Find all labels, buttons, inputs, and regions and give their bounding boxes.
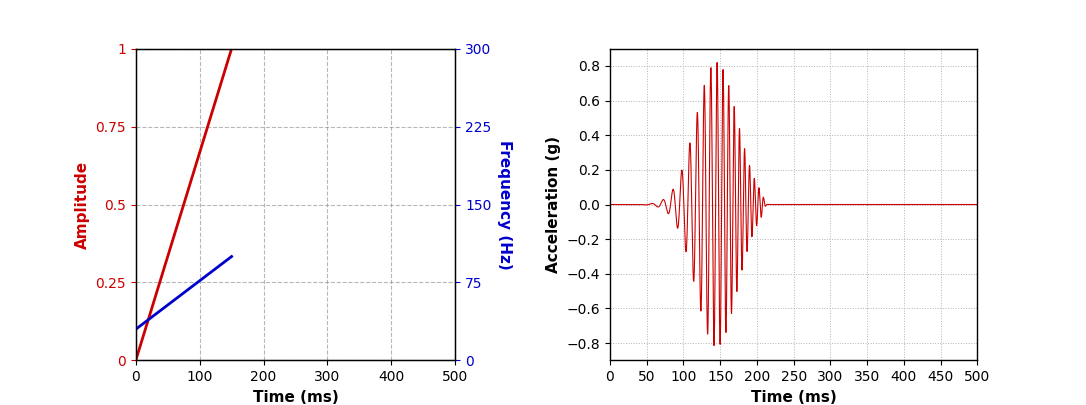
Y-axis label: Amplitude: Amplitude — [75, 160, 90, 249]
Y-axis label: Frequency (Hz): Frequency (Hz) — [497, 140, 513, 269]
Y-axis label: Acceleration (g): Acceleration (g) — [546, 136, 561, 273]
X-axis label: Time (ms): Time (ms) — [253, 390, 339, 405]
X-axis label: Time (ms): Time (ms) — [750, 390, 836, 405]
